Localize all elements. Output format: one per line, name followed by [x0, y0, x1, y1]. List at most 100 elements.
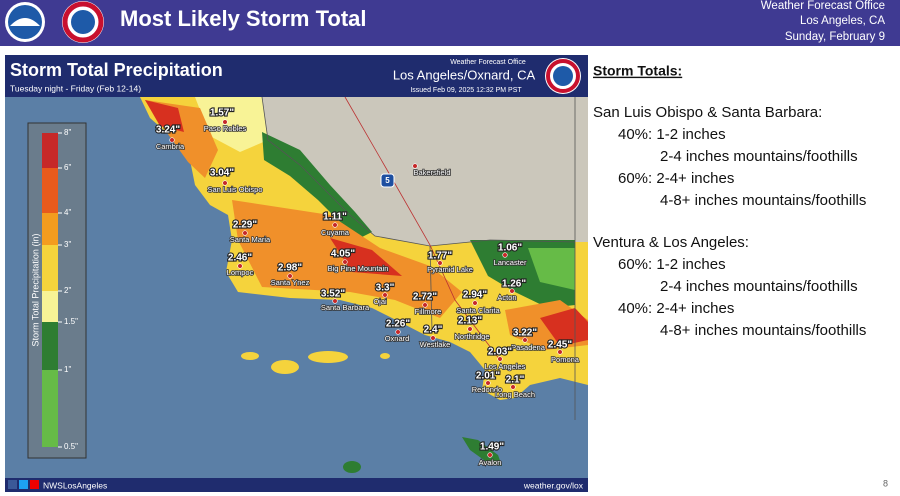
summary: San Luis Obispo & Santa Barbara: 40%: 1-2…	[593, 104, 866, 339]
legend-label: 8"	[64, 128, 71, 137]
city-amount: 2.4"	[424, 325, 443, 336]
legend-label: 2"	[64, 286, 71, 295]
county-line	[429, 245, 433, 331]
page-number: 8	[883, 478, 888, 488]
city-amount: 3.04"	[210, 168, 234, 179]
twitter-icon	[19, 480, 28, 489]
city-dot	[222, 119, 228, 125]
forecast-line: 40%: 2-4+ inches	[618, 300, 734, 317]
noaa-logo-bird	[10, 18, 40, 26]
facebook-icon	[8, 480, 17, 489]
forecast-line: 60%: 2-4+ inches	[618, 170, 734, 187]
city-amount: 3.52"	[321, 289, 345, 300]
legend-label: 0.5"	[64, 442, 78, 451]
city-dot	[509, 288, 515, 294]
city-name: Cuyama	[321, 228, 350, 237]
city-amount: 3.24"	[156, 125, 180, 136]
red-area	[145, 100, 184, 132]
city-amount: 2.26"	[386, 319, 410, 330]
legend-band	[42, 213, 58, 245]
city-dot	[497, 356, 503, 362]
footer-url: weather.gov/lox	[523, 480, 584, 490]
city-dot	[237, 263, 243, 269]
city-dot	[510, 384, 516, 390]
legend-label: 6"	[64, 163, 71, 172]
city-amount: 1.77"	[428, 251, 452, 262]
city-name: Big Pine Mountain	[328, 264, 389, 273]
social-handle: NWSLosAngeles	[43, 480, 107, 490]
highway-shield	[380, 173, 395, 188]
city-name: Lancaster	[494, 258, 527, 267]
city-name: Santa Ynez	[271, 278, 310, 287]
city-dot	[242, 230, 248, 236]
city-name: Redondo	[472, 385, 502, 394]
city-dot	[332, 222, 338, 228]
city-amount: 4.05"	[331, 249, 355, 260]
city-dot	[332, 298, 338, 304]
legend-title: Storm Total Precipitation (in)	[30, 234, 40, 347]
region-name: Ventura & Los Angeles:	[593, 234, 749, 251]
legend-band	[42, 322, 58, 370]
nws-logo-center	[71, 10, 95, 34]
city-amount: 2.13"	[458, 316, 482, 327]
map-panel: 5 Storm Total Precipitation Tuesday nigh…	[5, 55, 588, 492]
map-header	[5, 55, 588, 97]
city-name: Santa Clarita	[456, 306, 500, 315]
city-amount: 2.94"	[463, 290, 487, 301]
legend-label: 3"	[64, 240, 71, 249]
summary-title: Storm Totals:	[593, 63, 682, 79]
city-dot	[487, 452, 493, 458]
city-name: Pasadena	[511, 343, 546, 352]
office-line: Los Angeles, CA	[800, 15, 885, 27]
county-line	[261, 96, 576, 247]
forecast-line: 2-4 inches mountains/foothills	[660, 148, 858, 165]
city-name: Paso Robles	[204, 124, 247, 133]
city-name: Oxnard	[385, 334, 410, 343]
youtube-icon	[30, 480, 39, 489]
legend-label: 1"	[64, 365, 71, 374]
city-amount: 1.49"	[480, 442, 504, 453]
nws-logo-center	[553, 66, 573, 86]
city-amount: 2.29"	[233, 220, 257, 231]
city-amount: 3.22"	[513, 328, 537, 339]
city-amount: 1.26"	[502, 279, 526, 290]
map-subtitle: Tuesday night - Friday (Feb 12-14)	[10, 83, 141, 93]
city-name: Westlake	[420, 340, 451, 349]
legend-band	[42, 291, 58, 322]
city-amount: 1.11"	[323, 212, 347, 223]
city-name: Avalon	[479, 458, 502, 467]
city-dot	[287, 273, 293, 279]
city-amount: 2.01"	[476, 371, 500, 382]
city-amount: 2.45"	[548, 340, 572, 351]
city-dot	[342, 259, 348, 265]
map-issued: Issued Feb 09, 2025 12:32 PM PST	[410, 87, 522, 94]
map-office: Weather Forecast Office	[450, 59, 526, 66]
city-dot	[485, 380, 491, 386]
island	[241, 352, 259, 360]
city-dot	[412, 163, 418, 169]
city-name: Acton	[497, 293, 516, 302]
island	[380, 353, 390, 359]
light-green-area	[528, 248, 575, 290]
island	[343, 461, 361, 473]
legend-band	[42, 245, 58, 291]
legend-band	[42, 370, 58, 447]
light-rain-area	[195, 97, 268, 152]
city-dot	[437, 260, 443, 266]
legend-scale: 8" 6" 4" 3" 2" 1.5" 1" 0.5"	[42, 128, 78, 451]
city-name: Northridge	[454, 332, 489, 341]
green-area	[262, 132, 372, 238]
map-footer	[5, 478, 588, 492]
city-name: Lompoc	[227, 268, 254, 277]
island	[271, 360, 299, 374]
slide-title: Most Likely Storm Total	[120, 6, 367, 31]
legend-label: 4"	[64, 208, 71, 217]
forecast-line: 2-4 inches mountains/foothills	[660, 278, 858, 295]
city-name: Fillmore	[415, 307, 442, 316]
city-name: Ojai	[373, 297, 387, 306]
highway-label: 5	[385, 176, 390, 185]
city-dot	[430, 335, 436, 341]
city-dot	[467, 326, 473, 332]
city-name: Cambria	[156, 142, 185, 151]
city-name: Long Beach	[495, 390, 535, 399]
